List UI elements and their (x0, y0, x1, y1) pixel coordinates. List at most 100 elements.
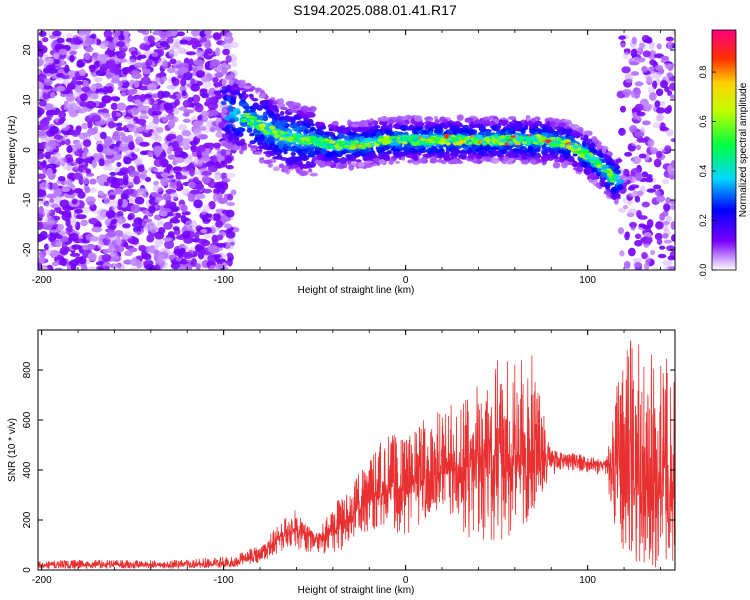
spectrogram-cell (63, 104, 70, 111)
spectrogram-cell (279, 130, 285, 134)
spectrogram-cell (623, 260, 631, 270)
spectrogram-cell (601, 146, 607, 153)
spectrogram-cell (103, 165, 114, 171)
spectrogram-cell (298, 143, 303, 150)
spectrogram-cell (649, 141, 655, 146)
spectrogram-cell (404, 120, 410, 125)
spectrogram-cell (188, 181, 197, 189)
spectrogram-cell (51, 261, 59, 267)
spectrogram-cell (190, 258, 198, 268)
spectrogram-cell (46, 167, 53, 177)
spectrogram-cell (58, 210, 64, 215)
spectrogram-cell (464, 117, 474, 123)
spectrogram-cell (581, 160, 589, 168)
spectrogram-cell (139, 115, 149, 120)
spectrogram-cell (116, 162, 122, 167)
spectrogram-cell (208, 142, 214, 151)
spectrogram-cell (38, 81, 45, 90)
spectrogram-cell (435, 148, 445, 153)
spectrogram-cell (222, 48, 230, 56)
spectrogram-cell (618, 35, 626, 40)
spectrogram-cell (267, 129, 272, 133)
spectrogram-cell (637, 57, 646, 63)
spectrogram-cell (64, 193, 76, 199)
spectrogram-cell (122, 223, 131, 229)
spectrogram-cell (653, 184, 662, 190)
spectrogram-cell (47, 139, 57, 148)
spectrogram-cell (194, 128, 202, 138)
spectrogram-cell (490, 146, 500, 151)
spectrogram-cell (208, 111, 219, 116)
spectrogram-cell (225, 129, 232, 136)
spectrogram-cell (178, 265, 186, 270)
spectrogram-cell (644, 103, 652, 112)
spectrogram-cell (154, 231, 165, 240)
spectrogram-cell (424, 116, 430, 121)
spectrogram-cell (443, 154, 449, 161)
spectrogram-cell (416, 139, 421, 143)
spectrogram-cell (451, 137, 458, 142)
spectrogram-cell (193, 169, 201, 175)
spectrogram-cell (181, 129, 191, 137)
spectrogram-cell (502, 156, 510, 161)
spectrogram-cell (260, 157, 265, 161)
spectrogram-cell (434, 136, 442, 140)
spectrogram-cell (643, 232, 652, 237)
spectrogram-cell (123, 136, 131, 143)
spectrogram-cell (660, 55, 670, 60)
spectrogram-cell (80, 86, 91, 93)
spectrogram-cell (644, 177, 654, 183)
spectrogram-cell (224, 244, 234, 251)
spectrogram-cell (197, 159, 203, 165)
spectrogram-cell (85, 100, 97, 109)
spectrogram-cell (39, 230, 48, 240)
spectrogram-cell (230, 189, 237, 196)
spectrogram-cell (200, 228, 208, 234)
spectrogram-cell (299, 171, 307, 177)
spectrogram-cell (38, 90, 42, 99)
spectrogram-cell (664, 145, 672, 152)
spectrogram-cell (225, 165, 234, 170)
spectrogram-cell (38, 45, 48, 54)
spectrogram-cell (177, 251, 184, 259)
spectrogram-cell (402, 141, 408, 145)
spectrogram-cell (378, 136, 383, 139)
spectrogram-cell (583, 134, 589, 141)
spectrogram-cell (84, 46, 94, 53)
spectrogram-cell (164, 240, 175, 250)
spectrogram-cell (327, 131, 336, 137)
spectrogram-cell (366, 151, 375, 159)
spectrogram-cell (631, 141, 638, 147)
spectrogram-cell (438, 145, 444, 150)
spectrogram-cell (170, 206, 181, 211)
spectrogram-cell (636, 190, 644, 197)
spectrogram-cell (481, 140, 488, 144)
spectrogram-cell (493, 133, 499, 139)
spectrogram-cell (39, 122, 49, 131)
spectrogram-cell (66, 33, 74, 38)
spectrogram-cell (298, 159, 303, 166)
spectrogram-cell (182, 188, 190, 197)
spectrogram-cell (378, 155, 385, 160)
spectrogram-cell (61, 122, 70, 132)
spectrogram-cell (69, 37, 80, 45)
spectrogram-cell (500, 135, 506, 139)
spectrogram-cell (195, 183, 205, 191)
spectrogram-cell (382, 139, 391, 145)
spectrogram-cell (670, 138, 675, 143)
spectrogram-cell (55, 241, 62, 248)
spectrogram-cell (50, 229, 58, 234)
spectrogram-cell (136, 118, 147, 125)
spectrogram-cell (632, 156, 642, 165)
spectrogram-cell (300, 105, 310, 112)
spectrogram-cell (78, 134, 85, 140)
spectrogram-cell (142, 68, 151, 75)
spectrogram-cell (183, 252, 193, 259)
spectrogram-cell (38, 30, 47, 37)
spectrogram-cell (249, 140, 256, 145)
spectrogram-cell (436, 125, 443, 131)
snr-y-tick-label: 0 (22, 567, 33, 573)
snr-y-tick-label: 400 (22, 461, 33, 478)
spectrogram-cell (236, 127, 245, 133)
